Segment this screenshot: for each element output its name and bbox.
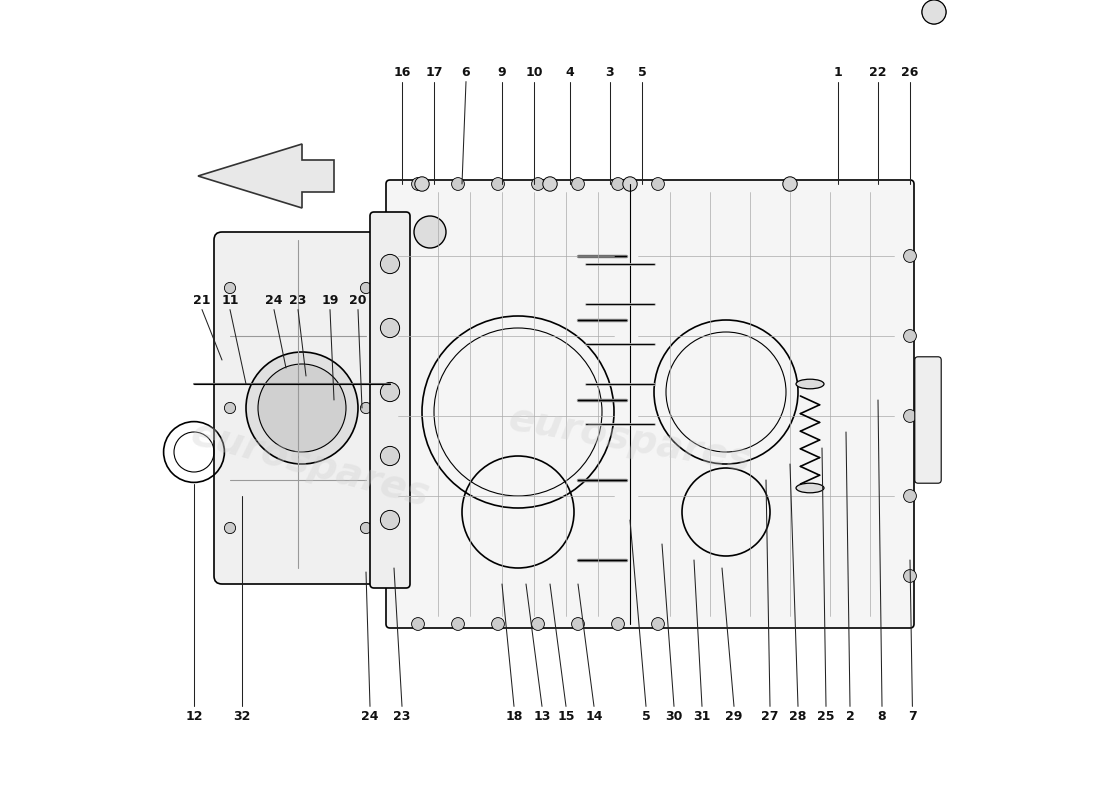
Text: 17: 17 xyxy=(426,66,442,78)
Text: 14: 14 xyxy=(585,710,603,722)
Text: 13: 13 xyxy=(534,710,551,722)
Text: 12: 12 xyxy=(185,710,202,722)
Circle shape xyxy=(224,402,235,414)
Circle shape xyxy=(361,522,372,534)
Circle shape xyxy=(922,0,946,24)
Circle shape xyxy=(381,510,399,530)
FancyBboxPatch shape xyxy=(214,232,390,584)
Text: 22: 22 xyxy=(869,66,887,78)
FancyBboxPatch shape xyxy=(386,180,914,628)
Circle shape xyxy=(246,352,358,464)
Text: 19: 19 xyxy=(321,294,339,306)
Circle shape xyxy=(224,522,235,534)
FancyBboxPatch shape xyxy=(915,357,942,483)
Text: 24: 24 xyxy=(361,710,378,722)
Text: 10: 10 xyxy=(526,66,542,78)
Text: 23: 23 xyxy=(394,710,410,722)
Circle shape xyxy=(492,178,505,190)
Circle shape xyxy=(411,618,425,630)
Circle shape xyxy=(903,490,916,502)
Text: 21: 21 xyxy=(194,294,211,306)
Text: 28: 28 xyxy=(790,710,806,722)
Circle shape xyxy=(903,410,916,422)
Text: 3: 3 xyxy=(606,66,614,78)
Circle shape xyxy=(572,178,584,190)
FancyBboxPatch shape xyxy=(370,212,410,588)
Circle shape xyxy=(531,618,544,630)
Ellipse shape xyxy=(796,483,824,493)
Circle shape xyxy=(531,178,544,190)
Text: eurospares: eurospares xyxy=(186,414,433,514)
Circle shape xyxy=(572,618,584,630)
Text: 16: 16 xyxy=(394,66,410,78)
Circle shape xyxy=(361,402,372,414)
Circle shape xyxy=(492,618,505,630)
Text: 7: 7 xyxy=(908,710,916,722)
Circle shape xyxy=(415,177,429,191)
Text: 29: 29 xyxy=(725,710,742,722)
Circle shape xyxy=(361,282,372,294)
Circle shape xyxy=(612,178,625,190)
Circle shape xyxy=(542,177,558,191)
Circle shape xyxy=(381,446,399,466)
Polygon shape xyxy=(198,144,334,208)
Circle shape xyxy=(381,382,399,402)
Circle shape xyxy=(623,177,637,191)
Text: 25: 25 xyxy=(817,710,835,722)
Circle shape xyxy=(903,250,916,262)
Ellipse shape xyxy=(796,379,824,389)
Text: 32: 32 xyxy=(233,710,251,722)
Text: 23: 23 xyxy=(289,294,307,306)
Circle shape xyxy=(651,618,664,630)
Text: 2: 2 xyxy=(846,710,855,722)
Circle shape xyxy=(903,570,916,582)
Text: 27: 27 xyxy=(761,710,779,722)
Circle shape xyxy=(903,330,916,342)
Text: 11: 11 xyxy=(221,294,239,306)
Text: 5: 5 xyxy=(641,710,650,722)
Text: eurospares: eurospares xyxy=(506,400,755,480)
Circle shape xyxy=(783,177,798,191)
Text: 20: 20 xyxy=(350,294,366,306)
Circle shape xyxy=(411,178,425,190)
Text: 15: 15 xyxy=(558,710,574,722)
Text: 30: 30 xyxy=(666,710,683,722)
Circle shape xyxy=(612,618,625,630)
Text: 8: 8 xyxy=(878,710,887,722)
Circle shape xyxy=(258,364,346,452)
Circle shape xyxy=(452,618,464,630)
Circle shape xyxy=(414,216,446,248)
Circle shape xyxy=(452,178,464,190)
Text: 26: 26 xyxy=(901,66,918,78)
Text: 31: 31 xyxy=(693,710,711,722)
Text: 4: 4 xyxy=(565,66,574,78)
Circle shape xyxy=(381,254,399,274)
Text: 5: 5 xyxy=(638,66,647,78)
Text: 1: 1 xyxy=(834,66,843,78)
Text: 6: 6 xyxy=(462,66,471,78)
Circle shape xyxy=(651,178,664,190)
Circle shape xyxy=(922,0,946,24)
Text: 9: 9 xyxy=(497,66,506,78)
Circle shape xyxy=(381,318,399,338)
Circle shape xyxy=(224,282,235,294)
Text: 24: 24 xyxy=(265,294,283,306)
Text: 18: 18 xyxy=(505,710,522,722)
